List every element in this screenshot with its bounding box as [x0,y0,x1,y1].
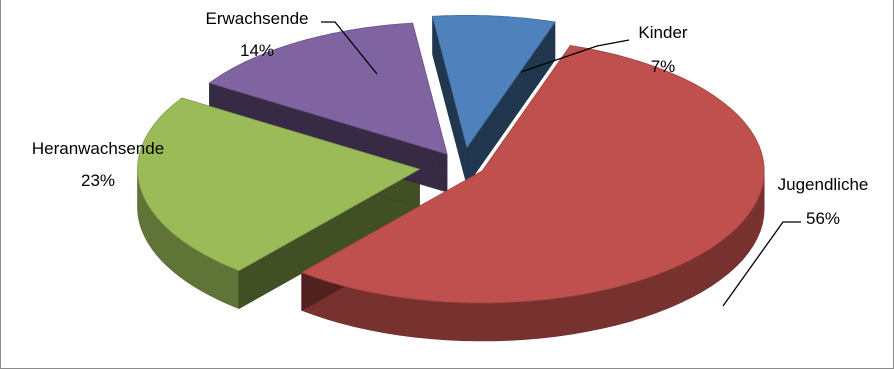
label-erwachsende: Erwachsende [205,9,308,28]
pie-tops [137,15,765,304]
label-heranwachsende: Heranwachsende [32,139,164,158]
slice-kinder [431,15,556,149]
leader-line-erwachsende [321,21,378,75]
leader-line-jugendliche [722,221,801,307]
value-label-heranwachsende: 23% [81,171,115,190]
pie-labels: Kinder 7% Jugendliche 56% Heranwachsende 23% E… [32,9,869,307]
slice-heranwachsende [137,97,421,272]
value-label-kinder: 7% [651,57,676,76]
label-kinder: Kinder [638,23,687,42]
label-jugendliche: Jugendliche [778,175,869,194]
slice-erwachsende [208,22,448,155]
leader-line-kinder [520,39,630,73]
value-label-erwachsende: 14% [240,41,274,60]
value-label-jugendliche: 56% [806,209,840,228]
slice-jugendliche [300,45,765,304]
